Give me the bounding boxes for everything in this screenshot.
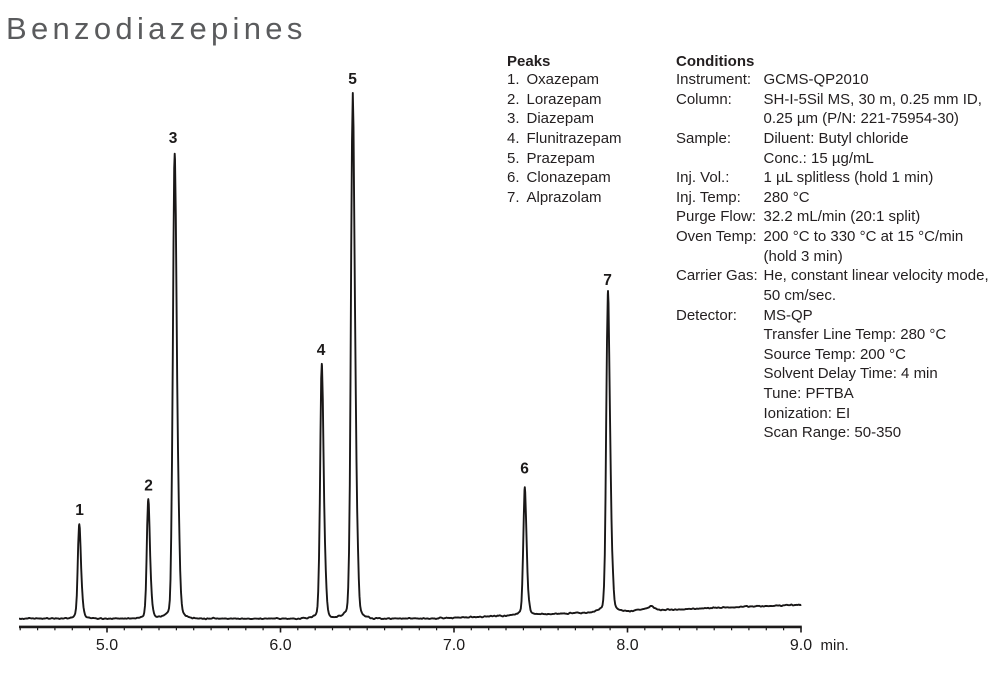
svg-text:7: 7 — [603, 272, 612, 289]
svg-text:2: 2 — [144, 478, 153, 495]
svg-text:3: 3 — [169, 130, 178, 147]
svg-text:9.0: 9.0 — [790, 637, 812, 654]
svg-text:min.: min. — [821, 637, 849, 654]
svg-text:6: 6 — [520, 461, 529, 478]
svg-text:5: 5 — [348, 71, 357, 88]
svg-text:6.0: 6.0 — [269, 637, 291, 654]
svg-text:4: 4 — [317, 342, 326, 359]
svg-text:7.0: 7.0 — [443, 637, 465, 654]
svg-text:1: 1 — [75, 502, 84, 519]
svg-text:5.0: 5.0 — [96, 637, 118, 654]
svg-text:8.0: 8.0 — [616, 637, 638, 654]
